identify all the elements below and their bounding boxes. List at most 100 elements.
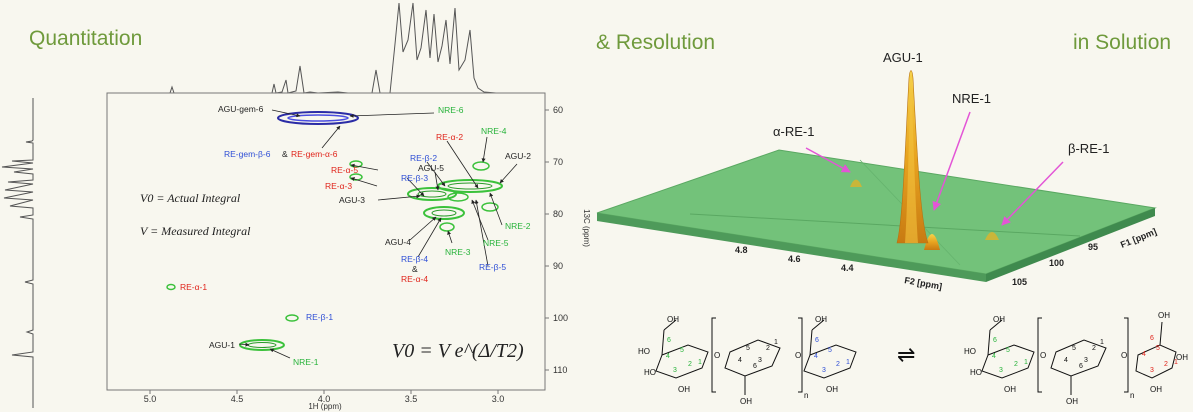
peak-beta-re1: [985, 232, 999, 240]
ring-number: 1: [698, 359, 702, 366]
ho-3: HO: [964, 347, 976, 356]
o-3: O: [1040, 351, 1046, 360]
ring-number: 4: [1142, 351, 1146, 358]
equation: V0 = V e^(Δ/T2): [392, 340, 524, 362]
x-axis-label: 1H (ppm): [308, 402, 342, 411]
legend-v: V = Measured Integral: [140, 224, 251, 238]
label-re-a5: RE-α-5: [331, 165, 358, 175]
ring-number: 6: [1079, 363, 1083, 370]
y-tick-label: 70: [553, 157, 563, 167]
label-re-a4: RE-α-4: [401, 274, 428, 284]
ring-number: 4: [738, 357, 742, 364]
f1-tick-label: 95: [1088, 242, 1098, 252]
contour-agu3: [447, 192, 469, 202]
ring-number: 5: [1156, 345, 1160, 352]
n-2: n: [1130, 391, 1134, 400]
oh-1: OH: [667, 315, 679, 324]
x-tick-label: 5.0: [144, 394, 157, 404]
ring-number: 2: [688, 361, 692, 368]
surface-plot: AGU-1 NRE-1 α-RE-1 β-RE-1 4.84.64.4 1051…: [596, 50, 1158, 292]
ring-number: 2: [1014, 361, 1018, 368]
oh-9: OH: [1150, 385, 1162, 394]
ring-number: 1: [1024, 359, 1028, 366]
contour-nre4: [472, 161, 490, 171]
o-2: O: [795, 351, 801, 360]
ring-number: 1: [1174, 359, 1178, 366]
contour-re-a1: [166, 283, 176, 291]
f2-tick-label: 4.8: [735, 245, 748, 255]
ring-number: 3: [673, 367, 677, 374]
oh-5: OH: [993, 315, 1005, 324]
ring-number: 3: [822, 367, 826, 374]
proton-projection-trace: [107, 2, 545, 94]
n-1: n: [804, 391, 808, 400]
f2-tick-label: 4.4: [841, 263, 854, 273]
f1-tick-labels: 105 100 95: [1012, 242, 1098, 287]
structure-left: [655, 317, 857, 395]
label-re-gem-b6: RE-gem-β-6: [224, 149, 271, 159]
hsqc-contours: [166, 111, 503, 351]
hsqc-spectrum: AGU-gem-6 NRE-6 RE-gem-β-6 & RE-gem-α-6 …: [1, 2, 591, 411]
ring-number: 4: [666, 353, 670, 360]
ring-number: 5: [828, 347, 832, 354]
ring-number: 4: [992, 353, 996, 360]
y-tick-label: 110: [553, 365, 567, 375]
heading-resolution: & Resolution: [596, 31, 716, 54]
chemical-structure: [655, 317, 1177, 395]
x-tick-labels: 5.0 4.5 4.0 3.5 3.0: [144, 390, 505, 404]
x-tick-label: 4.0: [318, 394, 331, 404]
y-tick-label: 80: [553, 209, 563, 219]
contour-re-a3: [349, 173, 363, 181]
hsqc-arrows: [238, 109, 518, 359]
ring-number: 4: [1064, 357, 1068, 364]
ring-number: 6: [1150, 335, 1154, 342]
ring-number: 2: [766, 345, 770, 352]
ring-number: 6: [993, 337, 997, 344]
ring-number: 1: [774, 339, 778, 346]
label-amp: &: [282, 149, 288, 159]
label-agu-gem6: AGU-gem-6: [218, 104, 264, 114]
peak-alpha-re1: [850, 179, 862, 187]
structure-right: [981, 317, 1177, 395]
ring-number: 6: [815, 337, 819, 344]
oh-2: OH: [678, 385, 690, 394]
label-agu1: AGU-1: [209, 340, 235, 350]
contour-agu5: [407, 187, 457, 201]
ring-number: 5: [1072, 345, 1076, 352]
oh-mid-1: OH: [740, 397, 752, 406]
label-re-b4: RE-β-4: [401, 254, 428, 264]
label-re-b5: RE-β-5: [479, 262, 506, 272]
y-tick-label: 100: [553, 313, 568, 323]
ring-number: 2: [1164, 361, 1168, 368]
oh-4: OH: [826, 385, 838, 394]
f2-tick-label: 4.6: [788, 254, 801, 264]
ring-number: 3: [758, 357, 762, 364]
ho-2: HO: [644, 368, 656, 377]
surface-plane: [596, 149, 1157, 275]
arrow-b-re1: [1001, 161, 1064, 226]
label-agu2: AGU-2: [505, 151, 531, 161]
legend-v0: V0 = Actual Integral: [140, 191, 241, 205]
label-nre4: NRE-4: [481, 126, 507, 136]
label-agu3: AGU-3: [339, 195, 365, 205]
label-nre5: NRE-5: [483, 238, 509, 248]
ho-4: HO: [970, 368, 982, 377]
label-re-a1: RE-α-1: [180, 282, 207, 292]
heading-quantitation: Quantitation: [29, 27, 143, 50]
contour-re-a5: [349, 160, 363, 168]
f2-tick-labels: 4.8 4.6 4.4: [735, 245, 854, 273]
ho-1: HO: [638, 347, 650, 356]
contour-agu4: [423, 206, 465, 220]
ring-number: 3: [1084, 357, 1088, 364]
surface-label-agu1: AGU-1: [883, 50, 923, 65]
y-axis-label: 13C (ppm): [582, 209, 591, 247]
label-re-a2: RE-α-2: [436, 132, 463, 142]
x-tick-label: 3.0: [492, 394, 505, 404]
ring-number: 3: [999, 367, 1003, 374]
label-agu5: AGU-5: [418, 163, 444, 173]
ring-number: 1: [846, 359, 850, 366]
x-tick-label: 3.5: [405, 394, 418, 404]
label-nre6: NRE-6: [438, 105, 464, 115]
label-re-b2: RE-β-2: [410, 153, 437, 163]
